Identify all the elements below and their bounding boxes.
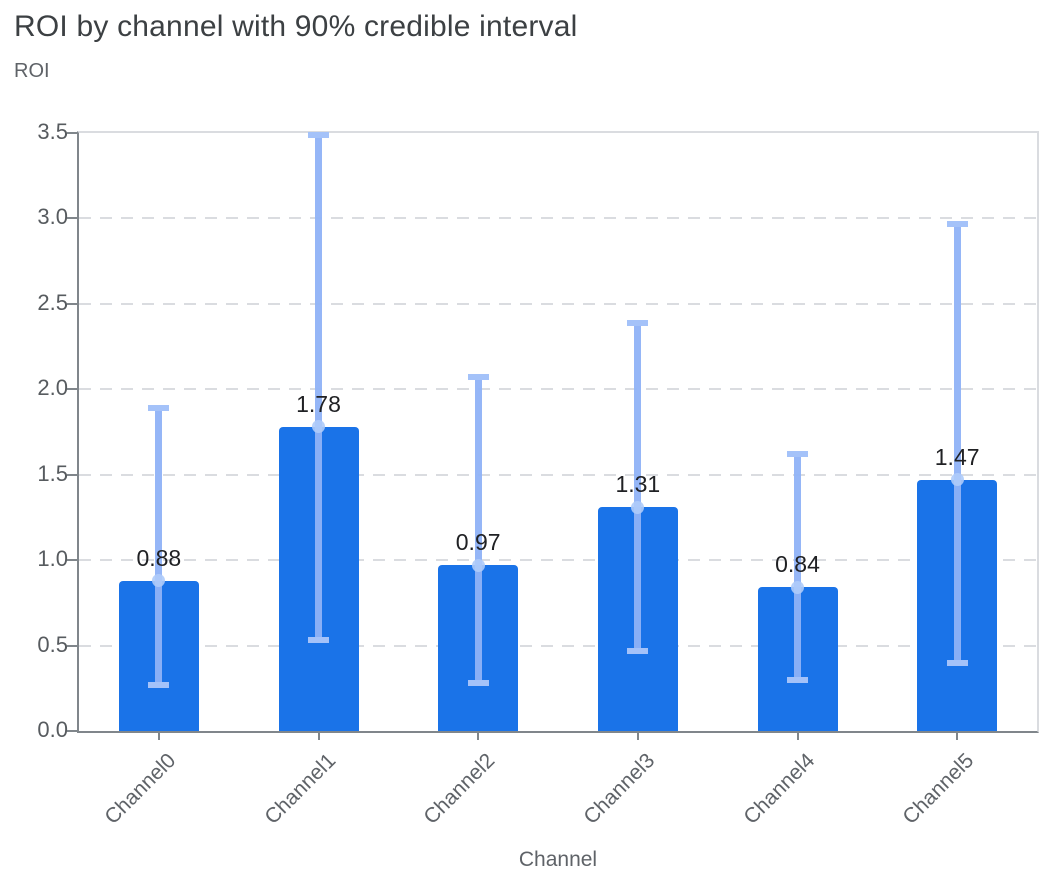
error-bar-line (474, 377, 482, 684)
y-tick-mark (67, 644, 77, 647)
mean-marker (312, 420, 325, 434)
x-axis-title: Channel (518, 848, 598, 871)
error-bar-cap-bottom (787, 676, 808, 683)
x-tick-mark (157, 731, 160, 740)
gridline (79, 473, 1037, 476)
gridline (79, 217, 1037, 220)
bar-value-label: 0.97 (455, 529, 501, 556)
error-bar-line (953, 223, 961, 663)
chart-title: ROI by channel with 90% credible interva… (14, 10, 578, 43)
bar-value-label: 1.31 (615, 471, 661, 498)
x-tick-mark (796, 731, 799, 740)
mean-marker (631, 500, 645, 514)
bar-value-label: 1.47 (934, 443, 980, 470)
mean-marker (950, 473, 964, 487)
x-tick-mark (636, 731, 639, 740)
y-tick-label: 0.5 (37, 631, 68, 657)
y-tick-label: 3.0 (37, 204, 68, 230)
y-tick-mark (67, 559, 77, 562)
error-bar-cap-bottom (627, 647, 649, 654)
y-tick-mark (67, 302, 77, 305)
y-tick-label: 0.0 (37, 717, 68, 742)
y-axis-title: ROI (14, 60, 50, 82)
error-bar-cap-top (148, 405, 170, 412)
y-tick-mark (67, 217, 77, 220)
bar-value-label: 1.78 (296, 390, 341, 417)
y-tick-label: 2.5 (37, 289, 68, 315)
bar-value-label: 0.88 (136, 544, 182, 571)
y-tick-mark (67, 473, 77, 476)
gridline (79, 559, 1037, 562)
error-bar-cap-bottom (148, 681, 170, 688)
gridline (79, 388, 1037, 391)
bar-value-label: 0.84 (775, 551, 820, 578)
y-tick-mark (67, 730, 77, 732)
gridline (79, 644, 1037, 647)
mean-marker (471, 558, 485, 572)
x-tick-mark (956, 731, 959, 740)
mean-marker (152, 574, 166, 588)
error-bar-cap-top (467, 374, 489, 381)
error-bar-line (634, 322, 642, 651)
gridline (79, 302, 1037, 305)
y-tick-label: 2.0 (37, 375, 68, 401)
error-bar-line (315, 134, 322, 641)
error-bar-cap-bottom (308, 637, 329, 644)
error-bar-line (794, 454, 801, 680)
error-bar-cap-top (787, 451, 808, 458)
error-bar-cap-top (308, 131, 329, 138)
mean-marker (791, 580, 804, 594)
error-bar-cap-bottom (946, 659, 968, 666)
error-bar-cap-top (946, 220, 968, 227)
x-tick-mark (317, 731, 320, 740)
y-tick-mark (67, 388, 77, 391)
y-tick-label: 1.0 (37, 546, 68, 572)
error-bar-cap-top (627, 319, 649, 326)
x-tick-mark (477, 731, 480, 740)
error-bar-line (155, 408, 163, 685)
y-tick-label: 3.5 (37, 119, 68, 144)
y-tick-label: 1.5 (37, 460, 68, 486)
y-tick-mark (67, 132, 77, 134)
error-bar-cap-bottom (467, 680, 489, 687)
plot-area: 0.88 1.78 0.97 1.31 0.84 1.47 (77, 131, 1039, 733)
